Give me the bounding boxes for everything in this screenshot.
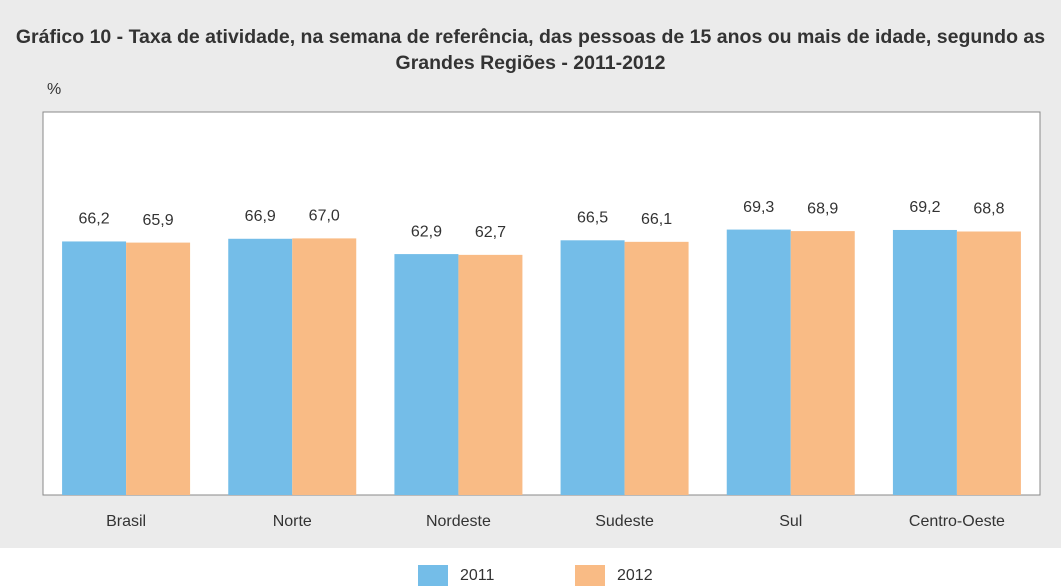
- bar: [560, 240, 625, 495]
- value-label: 62,9: [411, 223, 442, 240]
- bar: [624, 241, 689, 495]
- legend-swatch: [418, 565, 448, 586]
- bar: [790, 231, 855, 495]
- bar: [892, 229, 957, 496]
- chart-title: Gráfico 10 - Taxa de atividade, na seman…: [15, 26, 1046, 74]
- value-label: 66,9: [245, 208, 276, 225]
- value-label: 69,3: [743, 199, 774, 216]
- bar: [394, 254, 459, 495]
- value-label: 69,2: [909, 199, 940, 216]
- value-label: 66,1: [641, 211, 672, 228]
- x-tick-label: Sudeste: [595, 513, 654, 530]
- bar: [292, 238, 357, 495]
- x-tick-label: Nordeste: [426, 513, 491, 530]
- y-axis-label: %: [47, 81, 61, 98]
- value-label: 62,7: [475, 224, 506, 241]
- bar: [726, 229, 791, 495]
- x-tick-label: Norte: [273, 513, 312, 530]
- bar: [126, 242, 191, 495]
- x-tick-label: Sul: [779, 513, 802, 530]
- legend-swatch: [575, 565, 605, 586]
- value-label: 68,9: [807, 200, 838, 217]
- bar: [956, 231, 1021, 495]
- value-label: 68,8: [973, 201, 1004, 218]
- value-label: 66,5: [577, 210, 608, 227]
- bar: [458, 254, 523, 495]
- legend-label: 2012: [617, 567, 653, 584]
- value-label: 65,9: [143, 212, 174, 229]
- value-label: 67,0: [309, 208, 340, 225]
- legend-label: 2011: [460, 567, 495, 584]
- plot-area: [42, 111, 1041, 496]
- bar: [62, 241, 127, 495]
- bar: [228, 238, 293, 495]
- value-label: 66,2: [79, 211, 110, 228]
- x-tick-label: Brasil: [106, 513, 146, 530]
- x-tick-label: Centro-Oeste: [909, 513, 1005, 530]
